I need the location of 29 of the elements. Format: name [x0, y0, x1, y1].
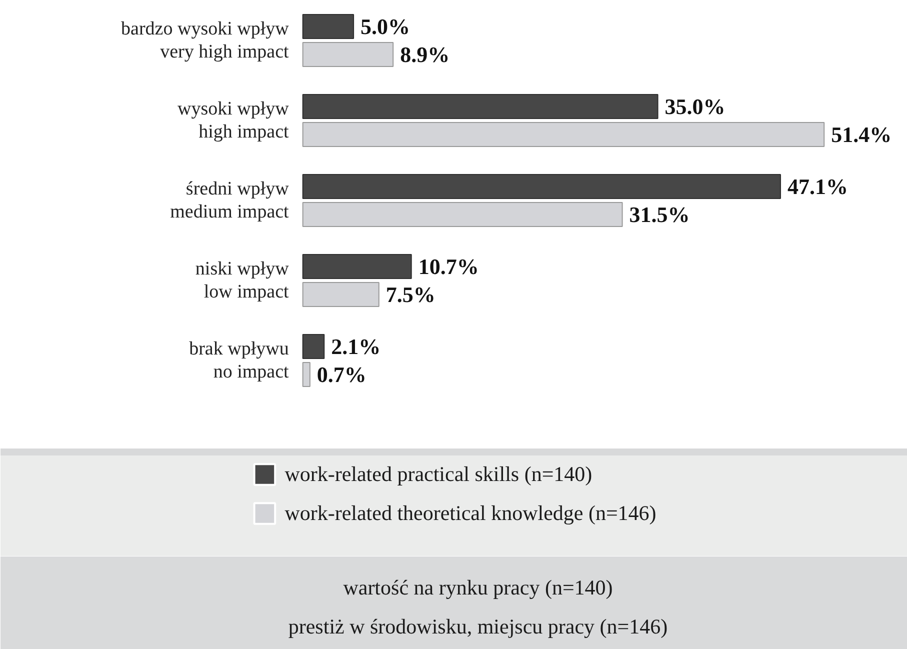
text: wartość na rynku pracy (n=140) [343, 576, 613, 600]
bar [302, 282, 380, 308]
data-label: 2.1% [331, 334, 381, 359]
data-label: 10.7% [418, 254, 479, 279]
y-tick-label: niski wpływ low impact [195, 258, 290, 303]
bar [302, 202, 623, 228]
y-tick-label: brak wpływu no impact [189, 338, 290, 383]
bar [302, 334, 325, 360]
data-label: 8.9% [400, 42, 450, 67]
bar [302, 122, 825, 148]
legend-label: work-related practical skills (n=140) [284, 461, 592, 487]
data-label: 0.7% [316, 362, 366, 387]
data-label: 31.5% [629, 202, 690, 227]
data-label: 51.4% [831, 122, 892, 147]
y-tick-label: wysoki wpływ high impact [177, 98, 290, 143]
text: prestiż w środowisku, miejscu pracy (n=146) [288, 614, 668, 638]
data-label: 35.0% [664, 94, 726, 119]
legend-label: work-related theoretical knowledge (n=146) [284, 500, 656, 526]
data-label: 47.1% [787, 174, 848, 199]
bar [302, 94, 658, 120]
data-label: 5.0% [360, 14, 410, 39]
data-label: 7.5% [386, 282, 436, 307]
bar [302, 174, 781, 200]
bar [302, 42, 394, 68]
bar [302, 14, 354, 40]
bar [302, 362, 310, 388]
bar [302, 254, 412, 280]
y-tick-label: średni wpływ medium impact [170, 178, 290, 223]
y-tick-label: bardzo wysoki wpływ very high impact [121, 18, 290, 63]
